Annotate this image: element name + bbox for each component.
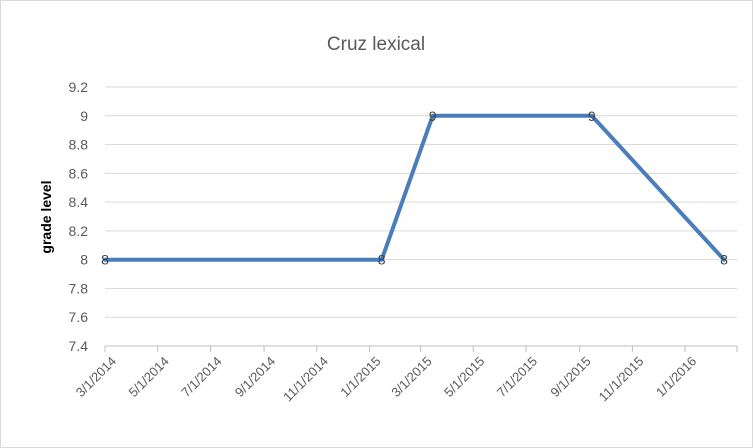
data-label: 8 (720, 252, 728, 268)
data-label: 8 (101, 252, 109, 268)
y-tick-label: 7.6 (69, 309, 89, 325)
x-tick-label: 5/1/2015 (441, 354, 487, 400)
x-tick-label: 3/1/2014 (73, 354, 119, 400)
data-labels: 8 8 9 9 8 (101, 108, 728, 268)
y-tick-label: 8.4 (69, 194, 89, 210)
y-tick-label: 8.8 (69, 137, 89, 153)
x-tick-label: 11/1/2014 (280, 354, 331, 405)
data-label: 9 (588, 108, 596, 124)
y-tick-label: 8.2 (69, 223, 89, 239)
chart-title: Cruz lexical (327, 34, 425, 55)
gridlines (105, 86, 737, 318)
x-tick-label: 9/1/2015 (547, 354, 593, 400)
y-tick-label: 7.4 (69, 338, 89, 354)
x-tick-label: 7/1/2014 (178, 354, 224, 400)
y-axis-label: grade level (38, 180, 54, 253)
x-tick-label: 11/1/2015 (596, 354, 647, 405)
data-label: 9 (429, 108, 437, 124)
x-tick-label: 7/1/2015 (494, 354, 540, 400)
data-label: 8 (378, 252, 386, 268)
series-layer (103, 113, 726, 262)
y-tick-label: 8 (80, 252, 88, 268)
y-tick-label: 7.8 (69, 280, 89, 296)
x-tick-label: 3/1/2015 (388, 354, 434, 400)
x-tick-label: 1/1/2016 (653, 354, 699, 400)
y-tick-label: 8.6 (69, 165, 89, 181)
x-tick-label: 5/1/2014 (125, 354, 171, 400)
x-axis-ticks: 3/1/2014 5/1/2014 7/1/2014 9/1/2014 11/1/201… (73, 346, 738, 405)
series-line (103, 113, 726, 262)
x-tick-label: 9/1/2014 (232, 354, 278, 400)
x-tick-label: 1/1/2015 (337, 354, 383, 400)
y-tick-label: 9.2 (69, 79, 89, 95)
y-axis-ticks: 9.2 9 8.8 8.6 8.4 8.2 8 7.8 7.6 7.4 (69, 79, 89, 354)
y-tick-label: 9 (80, 108, 88, 124)
